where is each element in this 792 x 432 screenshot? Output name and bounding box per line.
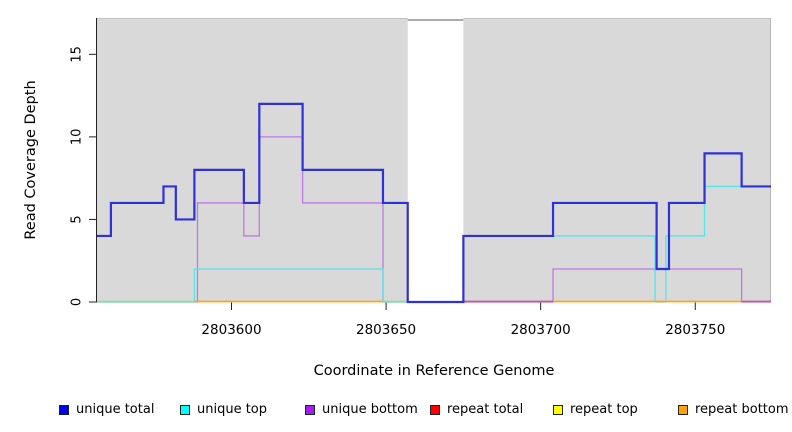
repeat-total-swatch-icon	[430, 404, 440, 415]
legend-item-repeat-bottom: repeat bottom	[678, 402, 789, 417]
repeat-top-swatch-icon	[553, 404, 563, 415]
series-unique-top-line	[97, 185, 771, 303]
unique-total-swatch-icon	[59, 404, 69, 415]
unique-bottom-swatch-icon	[305, 404, 315, 415]
x-axis-label: Coordinate in Reference Genome	[313, 363, 555, 379]
y-axis-label: Read Coverage Depth	[23, 80, 39, 240]
legend-label: unique total	[76, 402, 155, 417]
x-tick-label: 2803600	[201, 322, 261, 338]
coverage-plot: 0 5 10 15 2803600 2803650 2803700 2803750	[70, 17, 771, 338]
x-tick-label: 2803700	[511, 322, 571, 338]
legend-item-unique-bottom: unique bottom	[305, 402, 418, 417]
legend-label: repeat top	[570, 402, 638, 417]
legend-label: repeat total	[447, 402, 524, 417]
y-tick-label: 0	[70, 298, 85, 306]
y-tick-label: 10	[70, 129, 85, 146]
legend-label: unique bottom	[322, 402, 418, 417]
legend-item-repeat-top: repeat top	[553, 402, 638, 417]
masked-region	[407, 17, 464, 302]
legend-item-unique-total: unique total	[59, 402, 154, 417]
y-tick-label: 15	[70, 46, 85, 63]
y-tick-label: 5	[70, 215, 85, 223]
unique-top-swatch-icon	[180, 404, 190, 415]
repeat-bottom-swatch-icon	[678, 404, 688, 415]
legend-label: unique top	[197, 402, 268, 417]
legend-item-repeat-total: repeat total	[430, 402, 523, 417]
legend-label: repeat bottom	[695, 402, 789, 417]
x-tick-label: 2803650	[356, 322, 416, 338]
series-unique-total-line	[97, 102, 771, 304]
x-tick-label: 2803750	[665, 322, 725, 338]
legend-item-unique-top: unique top	[180, 402, 267, 417]
